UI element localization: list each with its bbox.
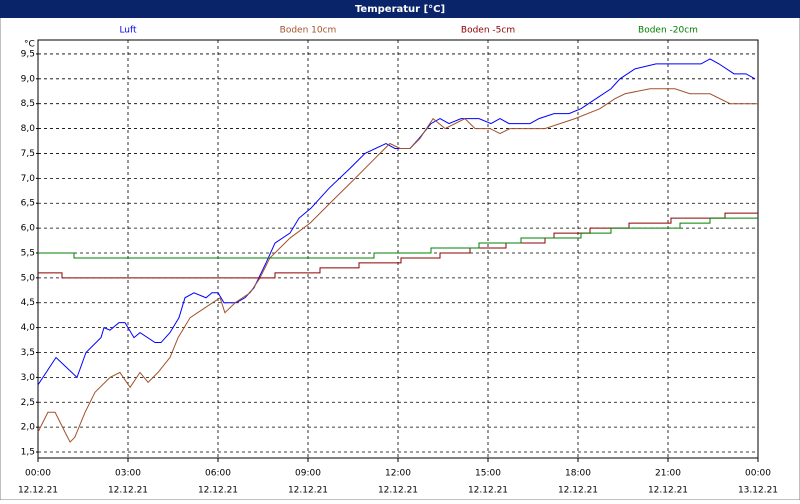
x-tick-label: 12:00: [385, 469, 411, 479]
x-tick-label: 00:00: [25, 469, 51, 479]
x-tick-date: 12.12.21: [558, 486, 598, 496]
x-tick-label: 06:00: [205, 469, 231, 479]
x-tick-date: 12.12.21: [198, 486, 238, 496]
legend-label: Boden -20cm: [638, 26, 698, 36]
x-tick-date: 12.12.21: [378, 486, 418, 496]
legend-label: Boden 10cm: [280, 26, 337, 36]
x-tick-date: 13.12.21: [738, 486, 778, 496]
y-tick-label: 9,5: [21, 49, 35, 59]
x-tick-date: 12.12.21: [18, 486, 58, 496]
series-line: [37, 88, 758, 443]
y-tick-label: 8,5: [21, 99, 35, 109]
chart-title: Temperatur [°C]: [355, 4, 445, 15]
legend-label: Luft: [119, 26, 137, 36]
series-line: [38, 212, 758, 279]
y-tick-label: 6,0: [21, 224, 36, 234]
x-tick-label: 03:00: [115, 469, 141, 479]
y-tick-label: 4,5: [21, 298, 35, 308]
y-tick-label: 7,5: [21, 149, 35, 159]
x-tick-label: 21:00: [655, 469, 681, 479]
x-tick-date: 12.12.21: [468, 486, 508, 496]
y-tick-label: 7,0: [21, 174, 36, 184]
series-line: [38, 217, 758, 259]
x-tick-date: 12.12.21: [648, 486, 688, 496]
legend-label: Boden -5cm: [461, 26, 515, 36]
y-tick-label: 5,5: [21, 248, 35, 258]
y-unit: °C: [24, 40, 35, 50]
y-tick-label: 3,5: [21, 348, 35, 358]
series-line: [37, 58, 756, 386]
y-tick-label: 2,0: [21, 423, 36, 433]
x-tick-label: 18:00: [565, 469, 591, 479]
y-tick-label: 2,5: [21, 398, 35, 408]
x-tick-label: 00:00: [745, 469, 771, 479]
y-tick-label: 6,5: [21, 199, 35, 209]
title-bar: [0, 0, 800, 18]
x-tick-label: 09:00: [295, 469, 321, 479]
y-tick-label: 4,0: [21, 323, 36, 333]
y-tick-label: 9,0: [21, 74, 36, 84]
y-tick-label: 5,0: [21, 273, 36, 283]
y-tick-label: 8,0: [21, 124, 36, 134]
x-tick-date: 12.12.21: [288, 486, 328, 496]
y-tick-label: 3,0: [21, 373, 36, 383]
x-tick-date: 12.12.21: [108, 486, 148, 496]
x-tick-label: 15:00: [475, 469, 501, 479]
y-tick-label: 1,5: [21, 448, 35, 458]
